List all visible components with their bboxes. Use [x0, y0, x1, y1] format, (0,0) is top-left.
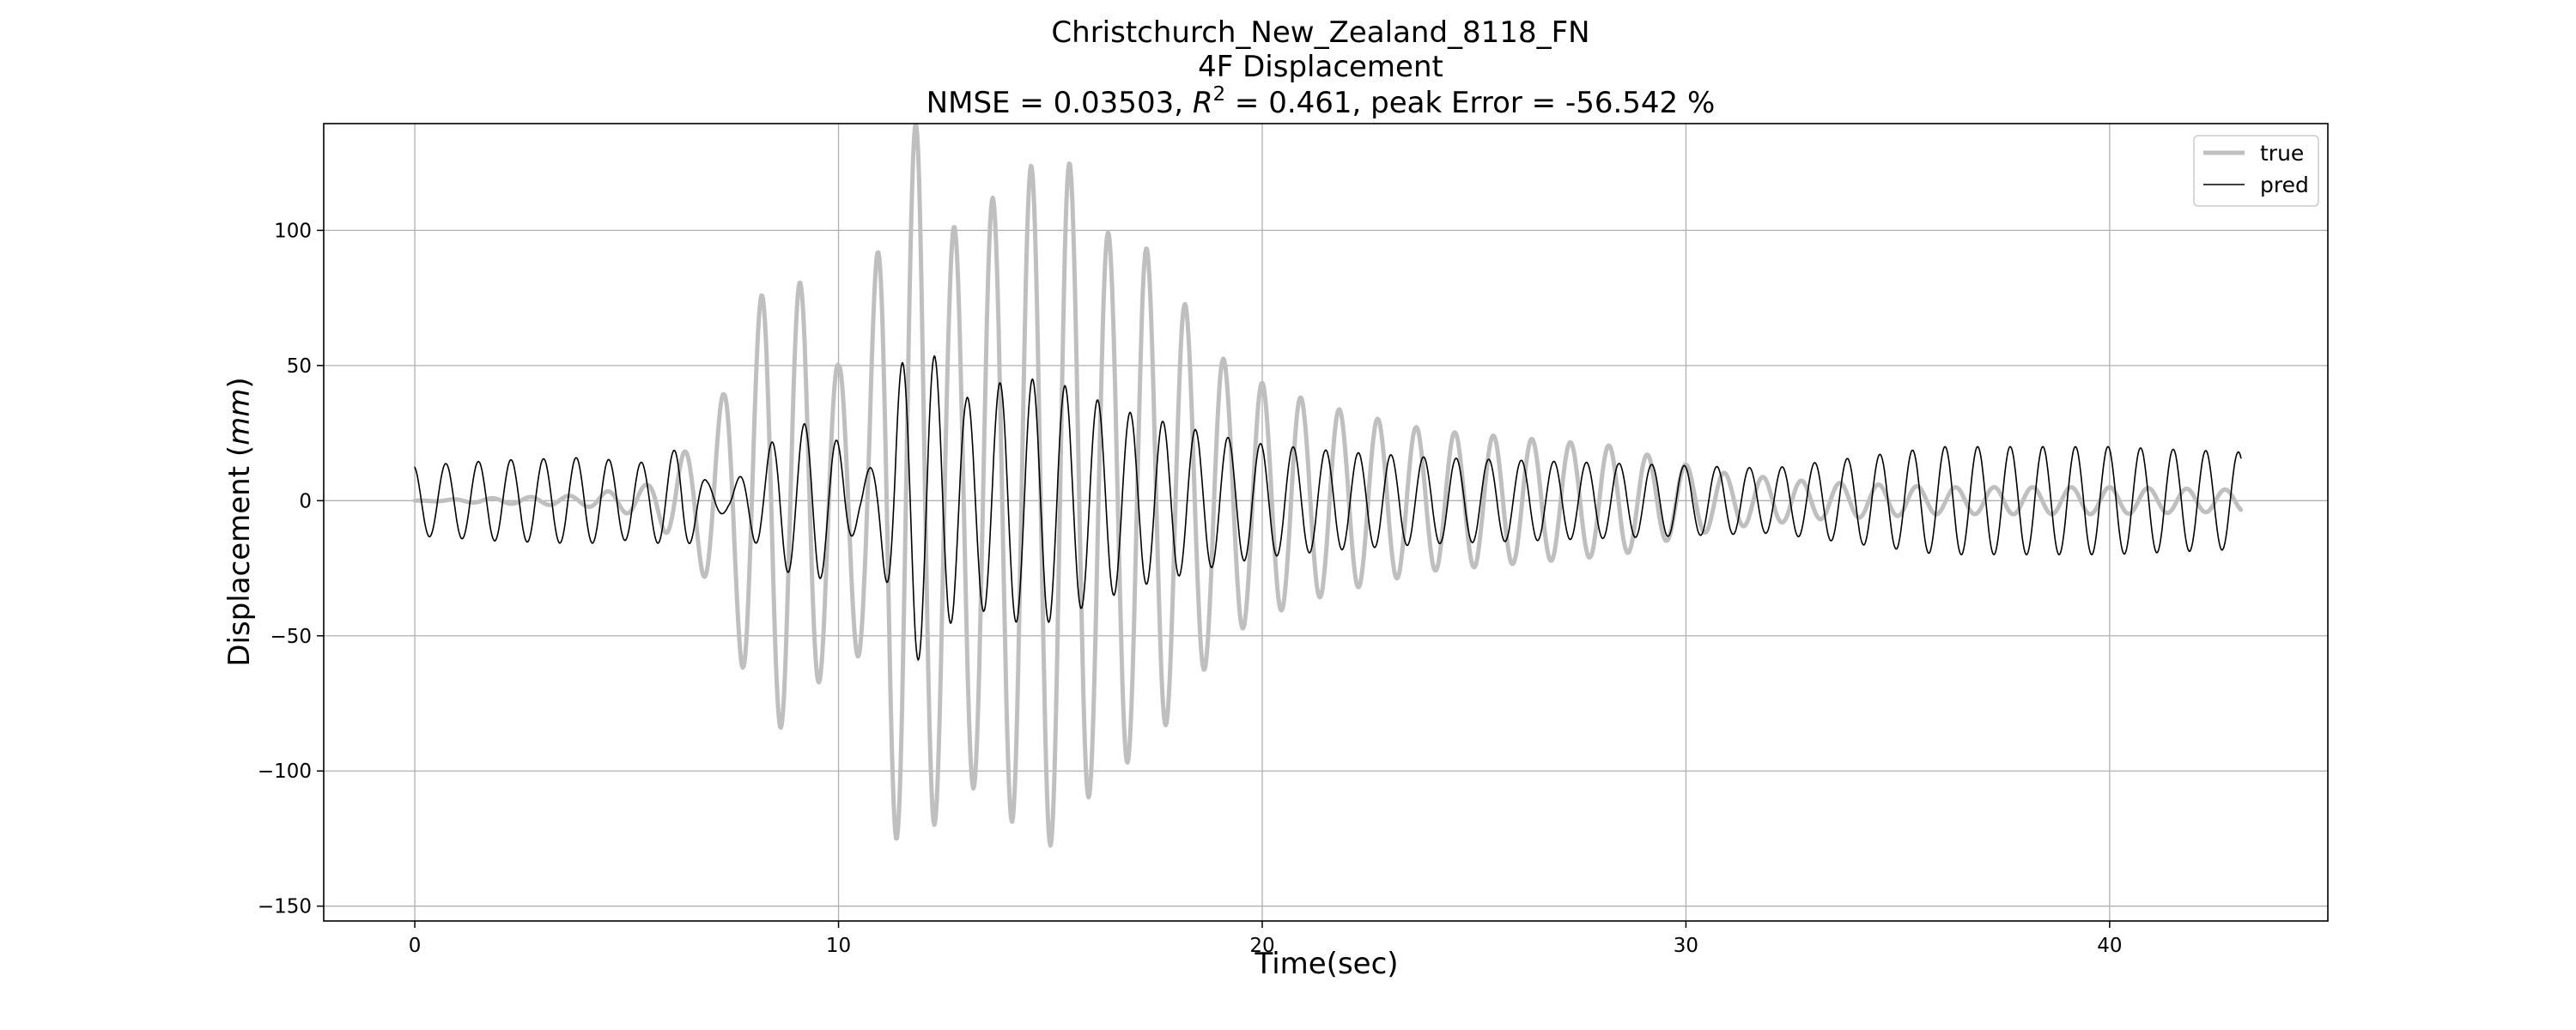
chart-title-line-1: Christchurch_New_Zealand_8118_FN [1051, 15, 1589, 50]
y-axis-label-unit: mm [222, 389, 257, 445]
r2-symbol: R [1193, 86, 1213, 120]
y-tick-label: −100 [258, 760, 312, 783]
plot-background [324, 124, 2328, 921]
metrics-prefix: NMSE = 0.03503, [927, 86, 1193, 120]
series-layer [412, 124, 2244, 848]
r2-exponent: 2 [1212, 83, 1225, 106]
y-tick-label: −150 [258, 896, 312, 918]
series-line-pred [414, 354, 2242, 661]
y-tick-label: 50 [287, 355, 312, 378]
y-axis-label: Displacement (mm) [222, 377, 257, 666]
legend: true pred [2193, 135, 2319, 207]
x-axis-label: Time(sec) [1254, 947, 1398, 981]
x-tick-label: 0 [409, 935, 422, 957]
plot-frame [323, 123, 2329, 922]
chart-title-metrics: NMSE = 0.03503, R2 = 0.461, peak Error =… [927, 83, 1716, 120]
x-tick-label: 30 [1674, 935, 1698, 957]
x-tick-label: 10 [826, 935, 851, 957]
plot-area: 0 10 20 30 40 −150 −100 −50 0 50 100 [258, 123, 2329, 957]
legend-label-pred: pred [2260, 173, 2309, 197]
grid-lines [324, 124, 2328, 921]
x-tick-label: 40 [2097, 935, 2122, 957]
y-tick-label: 100 [274, 220, 312, 242]
series-line-true [412, 124, 2244, 848]
metrics-suffix: = 0.461, peak Error = -56.542 % [1225, 86, 1715, 120]
y-axis-label-suffix: ) [222, 377, 257, 388]
legend-label-true: true [2260, 141, 2304, 166]
y-tick-label: 0 [299, 490, 312, 512]
chart-title-line-2: 4F Displacement [1198, 50, 1443, 84]
x-tick-label: 20 [1249, 935, 1274, 957]
y-axis-label-prefix: Displacement ( [222, 445, 257, 667]
y-tick-label: −50 [270, 626, 312, 648]
axis-ticks: 0 10 20 30 40 −150 −100 −50 0 50 100 [258, 220, 2123, 957]
